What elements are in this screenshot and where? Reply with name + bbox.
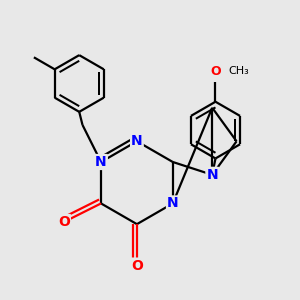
Text: N: N — [95, 155, 107, 169]
Text: N: N — [206, 168, 218, 182]
Text: N: N — [167, 196, 178, 210]
Text: O: O — [58, 215, 70, 229]
Text: CH₃: CH₃ — [229, 66, 249, 76]
Text: N: N — [131, 134, 143, 148]
Text: O: O — [210, 65, 221, 78]
Text: O: O — [131, 259, 143, 273]
